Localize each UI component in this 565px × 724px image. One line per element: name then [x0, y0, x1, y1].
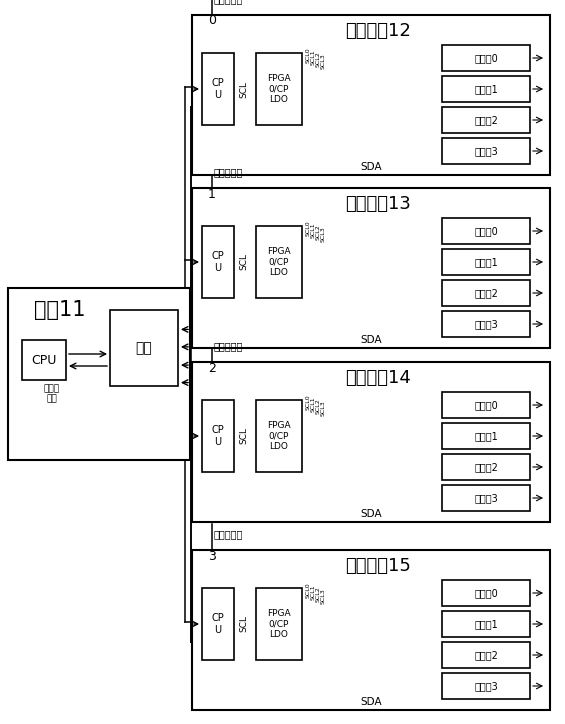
Text: 交换: 交换: [136, 341, 153, 355]
Text: 光模兗2: 光模兗2: [474, 288, 498, 298]
Text: SDA: SDA: [360, 509, 382, 519]
Bar: [202, 53, 234, 125]
Bar: [442, 611, 530, 637]
Bar: [192, 188, 550, 348]
Bar: [256, 226, 302, 298]
Bar: [442, 485, 530, 511]
Bar: [442, 138, 530, 164]
Text: SCL0: SCL0: [306, 47, 311, 62]
Text: 3: 3: [208, 550, 216, 563]
Text: SCL3: SCL3: [320, 226, 325, 242]
Bar: [110, 310, 178, 386]
Text: 2: 2: [208, 361, 216, 374]
Text: 快速以太网: 快速以太网: [214, 0, 243, 4]
Text: 光模兗1: 光模兗1: [474, 431, 498, 441]
Text: 快速以太网: 快速以太网: [214, 167, 243, 177]
Text: 光模兗1: 光模兗1: [474, 257, 498, 267]
Text: 光模兗2: 光模兗2: [474, 115, 498, 125]
Bar: [442, 45, 530, 71]
Bar: [192, 15, 550, 175]
Bar: [442, 76, 530, 102]
Text: 第四线卡15: 第四线卡15: [345, 557, 411, 575]
Text: 快速以太网: 快速以太网: [214, 529, 243, 539]
Text: 光模兗1: 光模兗1: [474, 84, 498, 94]
Text: 光模兗0: 光模兗0: [474, 588, 498, 598]
Text: SCL2: SCL2: [315, 586, 320, 602]
Bar: [442, 454, 530, 480]
Text: 1: 1: [208, 188, 216, 201]
Text: 快速以
太网: 快速以 太网: [44, 384, 60, 404]
Text: CP
U: CP U: [212, 251, 224, 273]
Text: CP
U: CP U: [212, 78, 224, 100]
Text: 光模兗3: 光模兗3: [474, 493, 498, 503]
Bar: [192, 362, 550, 522]
Text: FPGA
0/CP
LDO: FPGA 0/CP LDO: [267, 609, 291, 639]
Text: SCL1: SCL1: [311, 396, 315, 412]
Text: SDA: SDA: [360, 697, 382, 707]
Bar: [442, 311, 530, 337]
Text: FPGA
0/CP
LDO: FPGA 0/CP LDO: [267, 74, 291, 104]
Text: SCL: SCL: [240, 427, 249, 445]
Text: 第二线卡13: 第二线卡13: [345, 195, 411, 213]
Text: SCL1: SCL1: [311, 584, 315, 599]
Text: SCL: SCL: [240, 80, 249, 98]
Text: 光模兗0: 光模兗0: [474, 226, 498, 236]
Text: 光模兗3: 光模兗3: [474, 146, 498, 156]
Text: 光模兗3: 光模兗3: [474, 319, 498, 329]
Bar: [442, 249, 530, 275]
Bar: [256, 588, 302, 660]
Text: 光模兗0: 光模兗0: [474, 400, 498, 410]
Text: SCL2: SCL2: [315, 224, 320, 240]
Text: SCL0: SCL0: [306, 220, 311, 235]
Text: SCL2: SCL2: [315, 51, 320, 67]
Text: CP
U: CP U: [212, 613, 224, 635]
Text: 第三线卡14: 第三线卡14: [345, 369, 411, 387]
Text: CPU: CPU: [31, 353, 56, 366]
Text: SCL0: SCL0: [306, 394, 311, 410]
Bar: [442, 642, 530, 668]
Bar: [8, 288, 190, 460]
Text: 光模兗0: 光模兗0: [474, 53, 498, 63]
Text: 光模兗2: 光模兗2: [474, 650, 498, 660]
Bar: [202, 400, 234, 472]
Text: 0: 0: [208, 14, 216, 28]
Bar: [442, 280, 530, 306]
Bar: [256, 400, 302, 472]
Text: SCL1: SCL1: [311, 49, 315, 64]
Text: FPGA
0/CP
LDO: FPGA 0/CP LDO: [267, 421, 291, 451]
Bar: [202, 226, 234, 298]
Text: SCL3: SCL3: [320, 400, 325, 416]
Text: 光模兗3: 光模兗3: [474, 681, 498, 691]
Text: CP
U: CP U: [212, 425, 224, 447]
Text: SCL3: SCL3: [320, 53, 325, 69]
Bar: [442, 392, 530, 418]
Bar: [22, 340, 66, 380]
Text: SCL: SCL: [240, 615, 249, 633]
Text: SCL1: SCL1: [311, 222, 315, 237]
Bar: [442, 107, 530, 133]
Text: 快速以太网: 快速以太网: [214, 341, 243, 351]
Text: SCL0: SCL0: [306, 582, 311, 597]
Text: SCL: SCL: [240, 253, 249, 271]
Text: FPGA
0/CP
LDO: FPGA 0/CP LDO: [267, 247, 291, 277]
Text: 光模兗2: 光模兗2: [474, 462, 498, 472]
Text: 主控11: 主控11: [34, 300, 86, 320]
Bar: [442, 218, 530, 244]
Bar: [442, 673, 530, 699]
Text: SCL3: SCL3: [320, 588, 325, 604]
Bar: [202, 588, 234, 660]
Text: 光模兗1: 光模兗1: [474, 619, 498, 629]
Text: 第一线卡12: 第一线卡12: [345, 22, 411, 40]
Bar: [256, 53, 302, 125]
Bar: [442, 423, 530, 449]
Text: SDA: SDA: [360, 335, 382, 345]
Text: SDA: SDA: [360, 162, 382, 172]
Bar: [442, 580, 530, 606]
Text: SCL2: SCL2: [315, 398, 320, 413]
Bar: [192, 550, 550, 710]
